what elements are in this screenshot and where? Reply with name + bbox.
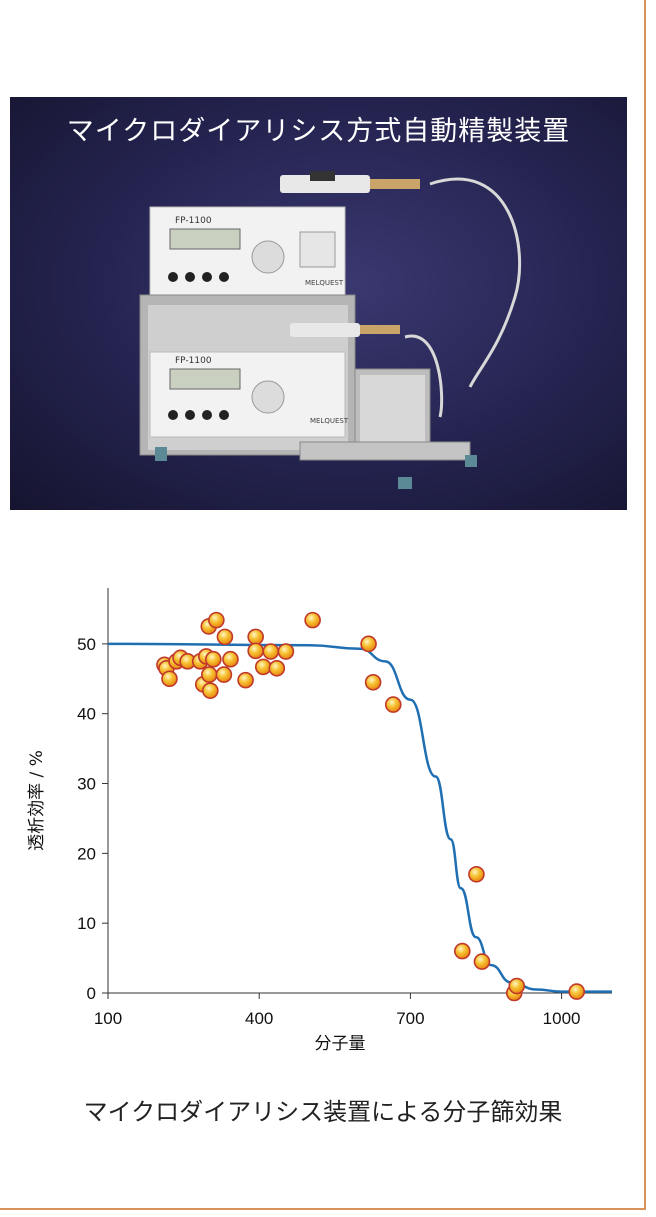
data-point [247, 642, 264, 660]
data-point [468, 865, 485, 883]
data-point [364, 673, 382, 691]
x-axis-label: 分子量 [315, 1034, 366, 1054]
device-brand-label-top: MELQUEST [305, 279, 344, 287]
fit-curve [107, 642, 612, 993]
data-point [473, 953, 491, 970]
data-point [202, 682, 219, 699]
data-point [215, 666, 233, 683]
data-point [568, 983, 586, 1000]
x-tick-label: 1000 [543, 1009, 581, 1028]
data-point [268, 660, 286, 677]
data-point [304, 611, 321, 629]
y-tick-label: 20 [77, 844, 96, 863]
y-axis-label: 透析効率 / % [27, 750, 47, 851]
data-point [454, 942, 471, 960]
device-illustration: FP-1100 MELQUEST FP-1100 MELQUEST [139, 171, 522, 489]
device-brand-label-bottom: MELQUEST [310, 417, 349, 425]
x-tick-label: 700 [396, 1009, 424, 1028]
y-tick-label: 50 [77, 635, 96, 654]
data-point [247, 628, 264, 646]
device-model-label-bottom: FP-1100 [175, 356, 212, 366]
dialysis-chart: 0 10 20 30 40 50 100 400 700 1000 分子量 透析効率 / % [27, 588, 612, 1054]
y-tick-label: 10 [77, 914, 96, 933]
y-tick-label: 30 [77, 775, 96, 794]
y-tick-label: 40 [77, 705, 96, 724]
data-point [384, 696, 402, 713]
data-point [208, 611, 225, 629]
page-frame [0, 0, 646, 1210]
device-photo-panel: FP-1100 MELQUEST FP-1100 MELQUEST マイクロダイ… [10, 97, 627, 510]
data-point [508, 977, 526, 995]
x-tick-label: 400 [245, 1009, 273, 1028]
y-tick-label: 0 [87, 984, 96, 1003]
data-point [161, 670, 178, 688]
data-point [222, 650, 239, 668]
data-point [254, 658, 272, 676]
photo-title: マイクロダイアリシス方式自動精製装置 [66, 116, 571, 147]
data-point [201, 666, 218, 683]
data-point [277, 643, 295, 660]
data-point [205, 650, 222, 668]
chart-caption: マイクロダイアリシス装置による分子篩効果 [83, 1098, 563, 1126]
data-point [237, 671, 254, 689]
data-point [216, 628, 234, 646]
device-model-label-top: FP-1100 [175, 216, 212, 226]
data-point [262, 643, 280, 660]
data-point [360, 635, 377, 653]
x-tick-label: 100 [94, 1009, 122, 1028]
